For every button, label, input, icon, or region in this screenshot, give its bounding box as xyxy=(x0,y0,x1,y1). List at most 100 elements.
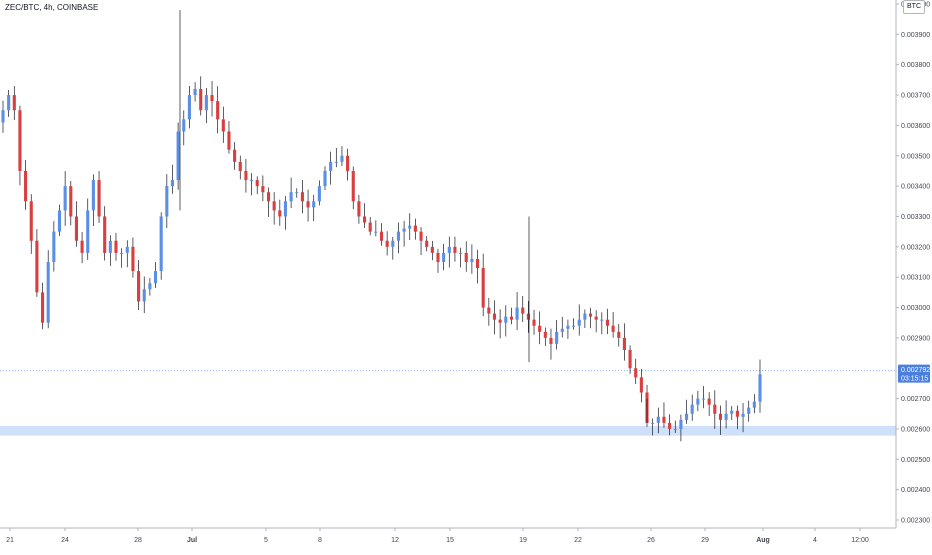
candle-body xyxy=(199,88,203,111)
candle-body xyxy=(572,325,576,327)
time-tick-label: 24 xyxy=(61,537,69,544)
candle-body xyxy=(233,149,237,162)
candle xyxy=(170,164,175,194)
candle xyxy=(758,359,762,413)
candle-body xyxy=(306,201,310,208)
candle-body xyxy=(447,246,451,253)
time-tick-label: Aug xyxy=(756,537,770,544)
candle-body xyxy=(334,161,338,163)
candle-body xyxy=(600,319,604,321)
candle-body xyxy=(701,398,706,400)
candle-body xyxy=(29,201,33,241)
candle xyxy=(515,292,519,331)
candle xyxy=(509,307,513,325)
candle-body xyxy=(368,222,372,232)
candle-body xyxy=(470,258,474,262)
candle-body xyxy=(430,246,434,253)
candle xyxy=(108,235,112,266)
candle xyxy=(464,241,468,272)
candle xyxy=(713,390,717,429)
candle-body xyxy=(323,170,327,187)
candle-body xyxy=(278,210,282,217)
candle-body xyxy=(69,186,73,217)
candle-body xyxy=(12,95,16,111)
candle-body xyxy=(543,331,547,338)
candle xyxy=(24,160,28,210)
candle-body xyxy=(498,319,502,323)
price-tick-label: 0.002400 xyxy=(901,487,930,494)
candle-body xyxy=(464,252,468,262)
candle xyxy=(153,261,158,288)
candle xyxy=(487,297,491,326)
candle-body xyxy=(549,337,553,344)
candle xyxy=(165,174,169,228)
price-tick-label: 0.003200 xyxy=(901,244,930,251)
candle xyxy=(588,307,593,329)
candle xyxy=(707,392,711,416)
time-tick-label: 12 xyxy=(391,537,399,544)
candle xyxy=(639,368,643,403)
candle xyxy=(413,218,417,240)
time-axis[interactable]: 21 24 28 Jul 5 8 12 15 19 22 26 29 Aug 4 12:00 xyxy=(0,527,896,544)
candle-body xyxy=(696,398,700,405)
candle xyxy=(685,399,689,424)
candle-body xyxy=(724,413,728,420)
current-price-value: 0.002792 xyxy=(901,367,930,374)
current-price-label: 0.002792 03:15:15 xyxy=(898,364,930,383)
candle-body xyxy=(193,88,197,96)
candle xyxy=(679,414,683,442)
candle-body xyxy=(227,131,231,150)
candle-body xyxy=(605,319,610,326)
time-tick-label: 21 xyxy=(6,537,14,544)
candle-body xyxy=(357,201,361,217)
support-zone xyxy=(0,425,896,436)
candle-body xyxy=(509,316,513,320)
candle xyxy=(261,175,265,202)
candle-body xyxy=(80,240,84,253)
candle-body xyxy=(453,246,457,253)
candle xyxy=(696,390,700,412)
candle-body xyxy=(594,316,598,320)
candle xyxy=(572,318,576,330)
candle xyxy=(628,345,632,374)
candle-body xyxy=(515,307,519,320)
candle xyxy=(233,142,237,170)
candle-body xyxy=(283,201,288,217)
candle xyxy=(481,253,485,317)
candle xyxy=(357,194,361,224)
candle xyxy=(470,244,474,274)
candle-body xyxy=(125,246,129,253)
candle xyxy=(46,250,50,329)
price-axis[interactable]: 0.002300 0.002400 0.002500 0.002600 0.002700… xyxy=(895,0,930,528)
candle-body xyxy=(289,192,293,202)
candle-body xyxy=(312,201,316,208)
candle xyxy=(272,192,276,225)
candle xyxy=(690,394,694,421)
candle xyxy=(187,85,191,129)
price-tick-label: 0.003700 xyxy=(901,93,930,100)
candle xyxy=(216,86,220,134)
candle-body xyxy=(651,422,655,424)
price-tick-label: 0.003100 xyxy=(901,275,930,282)
candle-body xyxy=(718,413,723,420)
candle-body xyxy=(74,216,78,241)
candle xyxy=(346,148,350,181)
candle-body xyxy=(622,337,626,351)
candle-body xyxy=(583,313,587,320)
candle-body xyxy=(634,368,638,378)
candle xyxy=(340,146,344,167)
candle-body xyxy=(317,186,321,202)
candle-body xyxy=(707,398,711,405)
current-price-box xyxy=(898,364,930,383)
candle-body xyxy=(396,231,401,241)
candle-body xyxy=(425,240,429,247)
candle xyxy=(560,316,564,338)
candle xyxy=(555,320,559,350)
currency-badge[interactable]: BTC xyxy=(903,0,925,14)
candle xyxy=(238,155,242,180)
candle-body xyxy=(741,413,745,417)
price-tick-label: 0.002900 xyxy=(901,335,930,342)
candle xyxy=(142,276,146,314)
